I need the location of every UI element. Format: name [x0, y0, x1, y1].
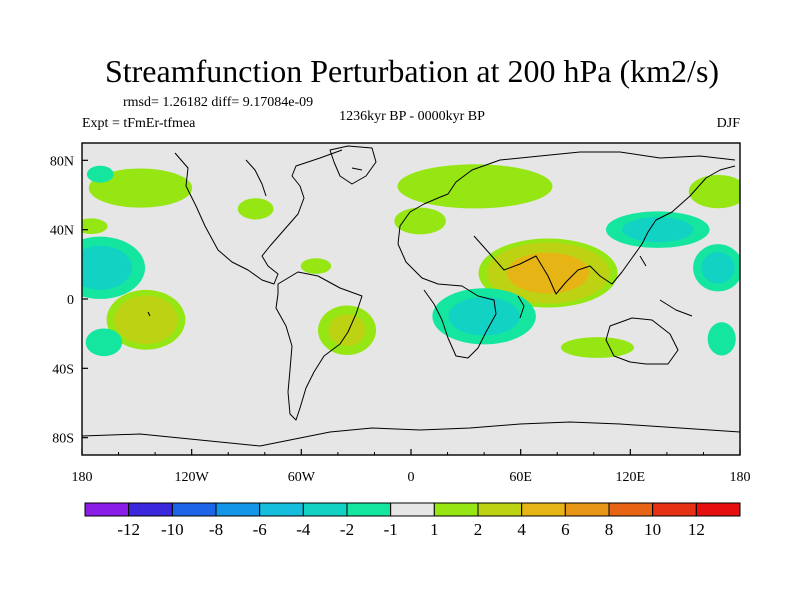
- contour-band: [688, 174, 740, 209]
- region-far-east-south-negative: [707, 322, 736, 356]
- colorbar-label: 8: [605, 520, 614, 539]
- colorbar-swatch: [84, 502, 130, 517]
- colorbar-swatch: [564, 502, 610, 517]
- region-east-pacific-negative: [693, 244, 740, 292]
- colorbar-label: 6: [561, 520, 570, 539]
- contour-band: [507, 252, 590, 294]
- colorbar-swatch: [521, 502, 566, 517]
- period-label: 1236kyr BP - 0000kyr BP: [339, 109, 485, 124]
- coast-antarctica: [82, 421, 740, 447]
- colorbar-swatch: [346, 502, 392, 517]
- colorbar-swatch: [215, 502, 261, 517]
- colorbar: -12 -10 -8 -6 -4 -2 -1 1 2 4 6 8 10 12: [84, 502, 741, 539]
- contour-band: [394, 207, 446, 235]
- region-north-america-positive: [237, 198, 274, 220]
- colorbar-label: 4: [517, 520, 526, 539]
- x-tick-label: 180: [72, 470, 93, 485]
- contour-band: [88, 168, 193, 208]
- coast-australia: [605, 317, 679, 365]
- coast-eurasia-africa: [397, 151, 736, 359]
- colorbar-label: -12: [117, 520, 140, 539]
- region-southern-pacific-negative: [85, 328, 123, 357]
- region-central-pacific-negative: [82, 236, 146, 299]
- contour-band: [237, 198, 274, 220]
- colorbar-swatch: [477, 502, 523, 517]
- region-australia-southern-positive: [560, 337, 634, 358]
- region-tropical-asia-positive: [478, 238, 618, 308]
- colorbar-swatch: [608, 502, 654, 517]
- x-tick-label: 120E: [616, 470, 646, 485]
- contour-band: [707, 322, 736, 356]
- region-mid-atlantic-positive-lobe: [394, 207, 446, 235]
- region-south-pacific-positive: [106, 289, 186, 350]
- x-tick-label: 180: [730, 470, 751, 485]
- x-tick-label: 60E: [509, 470, 532, 485]
- region-south-america-positive: [318, 305, 377, 355]
- contour-band: [300, 258, 332, 274]
- coast-islands: [147, 167, 693, 319]
- colorbar-swatch: [259, 502, 304, 517]
- y-tick-label: 80S: [52, 432, 74, 447]
- chart-title: Streamfunction Perturbation at 200 hPa (…: [105, 53, 719, 89]
- season-label: DJF: [717, 116, 741, 131]
- contour-fields: [82, 164, 740, 358]
- region-far-east-north-positive: [688, 174, 740, 209]
- colorbar-label: -6: [253, 520, 267, 539]
- region-north-pacific-positive: [88, 168, 193, 208]
- colorbar-swatch: [695, 502, 741, 517]
- colorbar-swatch: [652, 502, 697, 517]
- contour-band: [622, 217, 694, 243]
- colorbar-label: -1: [384, 520, 398, 539]
- colorbar-label: 2: [474, 520, 483, 539]
- colorbar-label: 10: [644, 520, 661, 539]
- x-tick-label: 0: [408, 470, 415, 485]
- colorbar-label: -8: [209, 520, 223, 539]
- contour-band: [701, 252, 735, 284]
- region-africa-indian-negative: [432, 288, 536, 345]
- region-north-pacific-negative: [605, 211, 710, 248]
- experiment-label: Expt = tFmEr-tfmea: [82, 116, 196, 131]
- y-tick-label: 80N: [50, 154, 74, 169]
- colorbar-swatch: [302, 502, 348, 517]
- map-axes: 180 120W 60W 0 60E 120E 180 80N 40N 0 40S 80S: [50, 154, 751, 485]
- contour-band: [85, 328, 123, 357]
- colorbar-label: 1: [430, 520, 439, 539]
- y-tick-label: 40N: [50, 224, 74, 239]
- colorbar-swatch: [128, 502, 173, 517]
- coast-south-america: [275, 271, 363, 421]
- x-tick-label: 120W: [175, 470, 210, 485]
- colorbar-swatch: [433, 502, 479, 517]
- colorbar-label: -10: [161, 520, 184, 539]
- y-tick-label: 40S: [52, 362, 74, 377]
- coast-greenland: [329, 145, 377, 185]
- x-tick-label: 60W: [288, 470, 316, 485]
- coast-north-america: [174, 149, 343, 285]
- y-tick-label: 0: [67, 293, 74, 308]
- colorbar-swatch: [390, 502, 435, 517]
- contour-band: [82, 218, 108, 234]
- contour-band: [560, 337, 634, 358]
- contour-band: [328, 314, 366, 347]
- region-east-pacific-positive-small: [82, 218, 108, 234]
- colorbar-label: 12: [688, 520, 705, 539]
- region-west-atlantic-positive: [300, 258, 332, 274]
- colorbar-swatch: [171, 502, 217, 517]
- colorbar-label: -4: [296, 520, 311, 539]
- stats-label: rmsd= 1.26182 diff= 9.17084e-09: [123, 95, 313, 110]
- region-north-atlantic-negative: [86, 165, 114, 183]
- contour-band: [82, 245, 132, 290]
- coastlines: [82, 145, 740, 447]
- contour-band: [448, 297, 520, 336]
- colorbar-label: -2: [340, 520, 354, 539]
- contour-band: [86, 165, 114, 183]
- contour-band: [397, 164, 553, 209]
- region-north-atlantic-europe-positive: [397, 164, 553, 209]
- contour-band: [114, 295, 178, 344]
